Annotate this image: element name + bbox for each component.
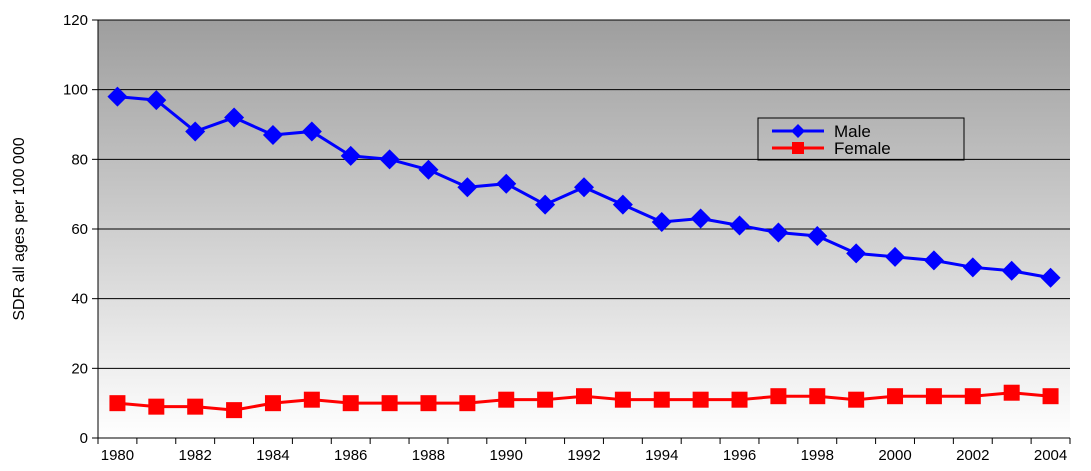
data-point-male	[651, 212, 672, 233]
data-point-female	[731, 391, 748, 408]
y-tick-label: 80	[71, 151, 88, 168]
x-tick-label: 1980	[101, 447, 134, 464]
data-point-male	[612, 194, 633, 215]
x-tick-label: 1984	[256, 447, 289, 464]
x-tick-label: 1988	[412, 447, 445, 464]
data-point-female	[264, 395, 281, 412]
legend-label-female: Female	[834, 139, 891, 158]
data-point-female	[692, 391, 709, 408]
data-point-female	[1003, 384, 1020, 401]
y-axis-ticks: 0 20 40 60 80 100 120	[63, 12, 98, 447]
data-point-male	[496, 173, 517, 194]
data-point-female	[148, 398, 165, 415]
data-point-female	[653, 391, 670, 408]
data-point-female	[459, 395, 476, 412]
data-point-male	[962, 257, 983, 278]
legend-marker-female	[792, 142, 804, 154]
x-tick-label: 1992	[567, 447, 600, 464]
data-point-male	[301, 121, 322, 142]
y-tick-label: 100	[63, 82, 88, 99]
data-point-male	[885, 246, 906, 267]
gridlines	[98, 19, 1070, 369]
data-point-male	[146, 90, 167, 111]
data-point-female	[109, 395, 126, 412]
data-point-female	[964, 388, 981, 405]
data-point-male	[574, 177, 594, 198]
legend-item-female: Female	[772, 139, 891, 158]
y-tick-label: 0	[80, 430, 88, 447]
x-tick-label: 1982	[179, 447, 212, 464]
series-layer	[107, 86, 1061, 419]
x-tick-label: 1994	[645, 447, 678, 464]
x-tick-label: 1990	[490, 447, 523, 464]
y-tick-label: 120	[63, 12, 88, 29]
x-tick-label: 2000	[878, 447, 911, 464]
x-tick-label: 1986	[334, 447, 367, 464]
data-point-male	[340, 145, 361, 166]
data-point-male	[768, 222, 789, 243]
data-point-male	[107, 86, 128, 107]
series-female	[109, 384, 1059, 419]
data-point-male	[185, 121, 206, 142]
data-point-male	[1040, 267, 1061, 288]
data-point-female	[1042, 388, 1059, 405]
x-tick-label: 1996	[723, 447, 756, 464]
data-point-male	[923, 250, 944, 271]
data-point-male	[224, 107, 245, 128]
data-point-male	[1001, 260, 1022, 281]
data-point-male	[690, 208, 711, 229]
data-point-male	[262, 124, 283, 145]
legend-item-male: Male	[772, 122, 871, 141]
data-point-male	[535, 194, 556, 215]
data-point-female	[848, 391, 865, 408]
y-axis-title: SDR all ages per 100 000	[11, 137, 28, 320]
y-tick-label: 40	[71, 291, 88, 308]
x-tick-label: 2004	[1034, 447, 1067, 464]
data-point-female	[498, 391, 515, 408]
series-male	[107, 86, 1061, 288]
data-point-female	[381, 395, 398, 412]
data-point-female	[809, 388, 826, 405]
legend-label-male: Male	[834, 122, 871, 141]
legend-marker-male	[791, 124, 805, 138]
data-point-female	[420, 395, 437, 412]
x-tick-label: 1998	[801, 447, 834, 464]
y-tick-label: 20	[71, 360, 88, 377]
data-point-female	[342, 395, 359, 412]
legend-box	[757, 117, 965, 161]
x-axis-ticks: 1980 1982 1984 1986 1988 1990 1992 1994 1996 1998…	[97, 438, 1071, 464]
data-point-female	[226, 402, 243, 419]
data-point-female	[925, 388, 942, 405]
data-point-female	[614, 391, 631, 408]
data-point-female	[770, 388, 787, 405]
data-point-female	[576, 388, 592, 405]
data-point-male	[418, 159, 439, 180]
data-point-male	[379, 149, 400, 170]
data-point-male	[846, 243, 867, 264]
data-point-female	[303, 391, 320, 408]
data-point-male	[457, 177, 478, 198]
data-point-female	[887, 388, 904, 405]
data-point-female	[537, 391, 554, 408]
data-point-female	[187, 398, 204, 415]
y-tick-label: 60	[71, 221, 88, 238]
x-tick-label: 2002	[956, 447, 989, 464]
data-point-male	[807, 225, 828, 246]
data-point-male	[729, 215, 750, 236]
